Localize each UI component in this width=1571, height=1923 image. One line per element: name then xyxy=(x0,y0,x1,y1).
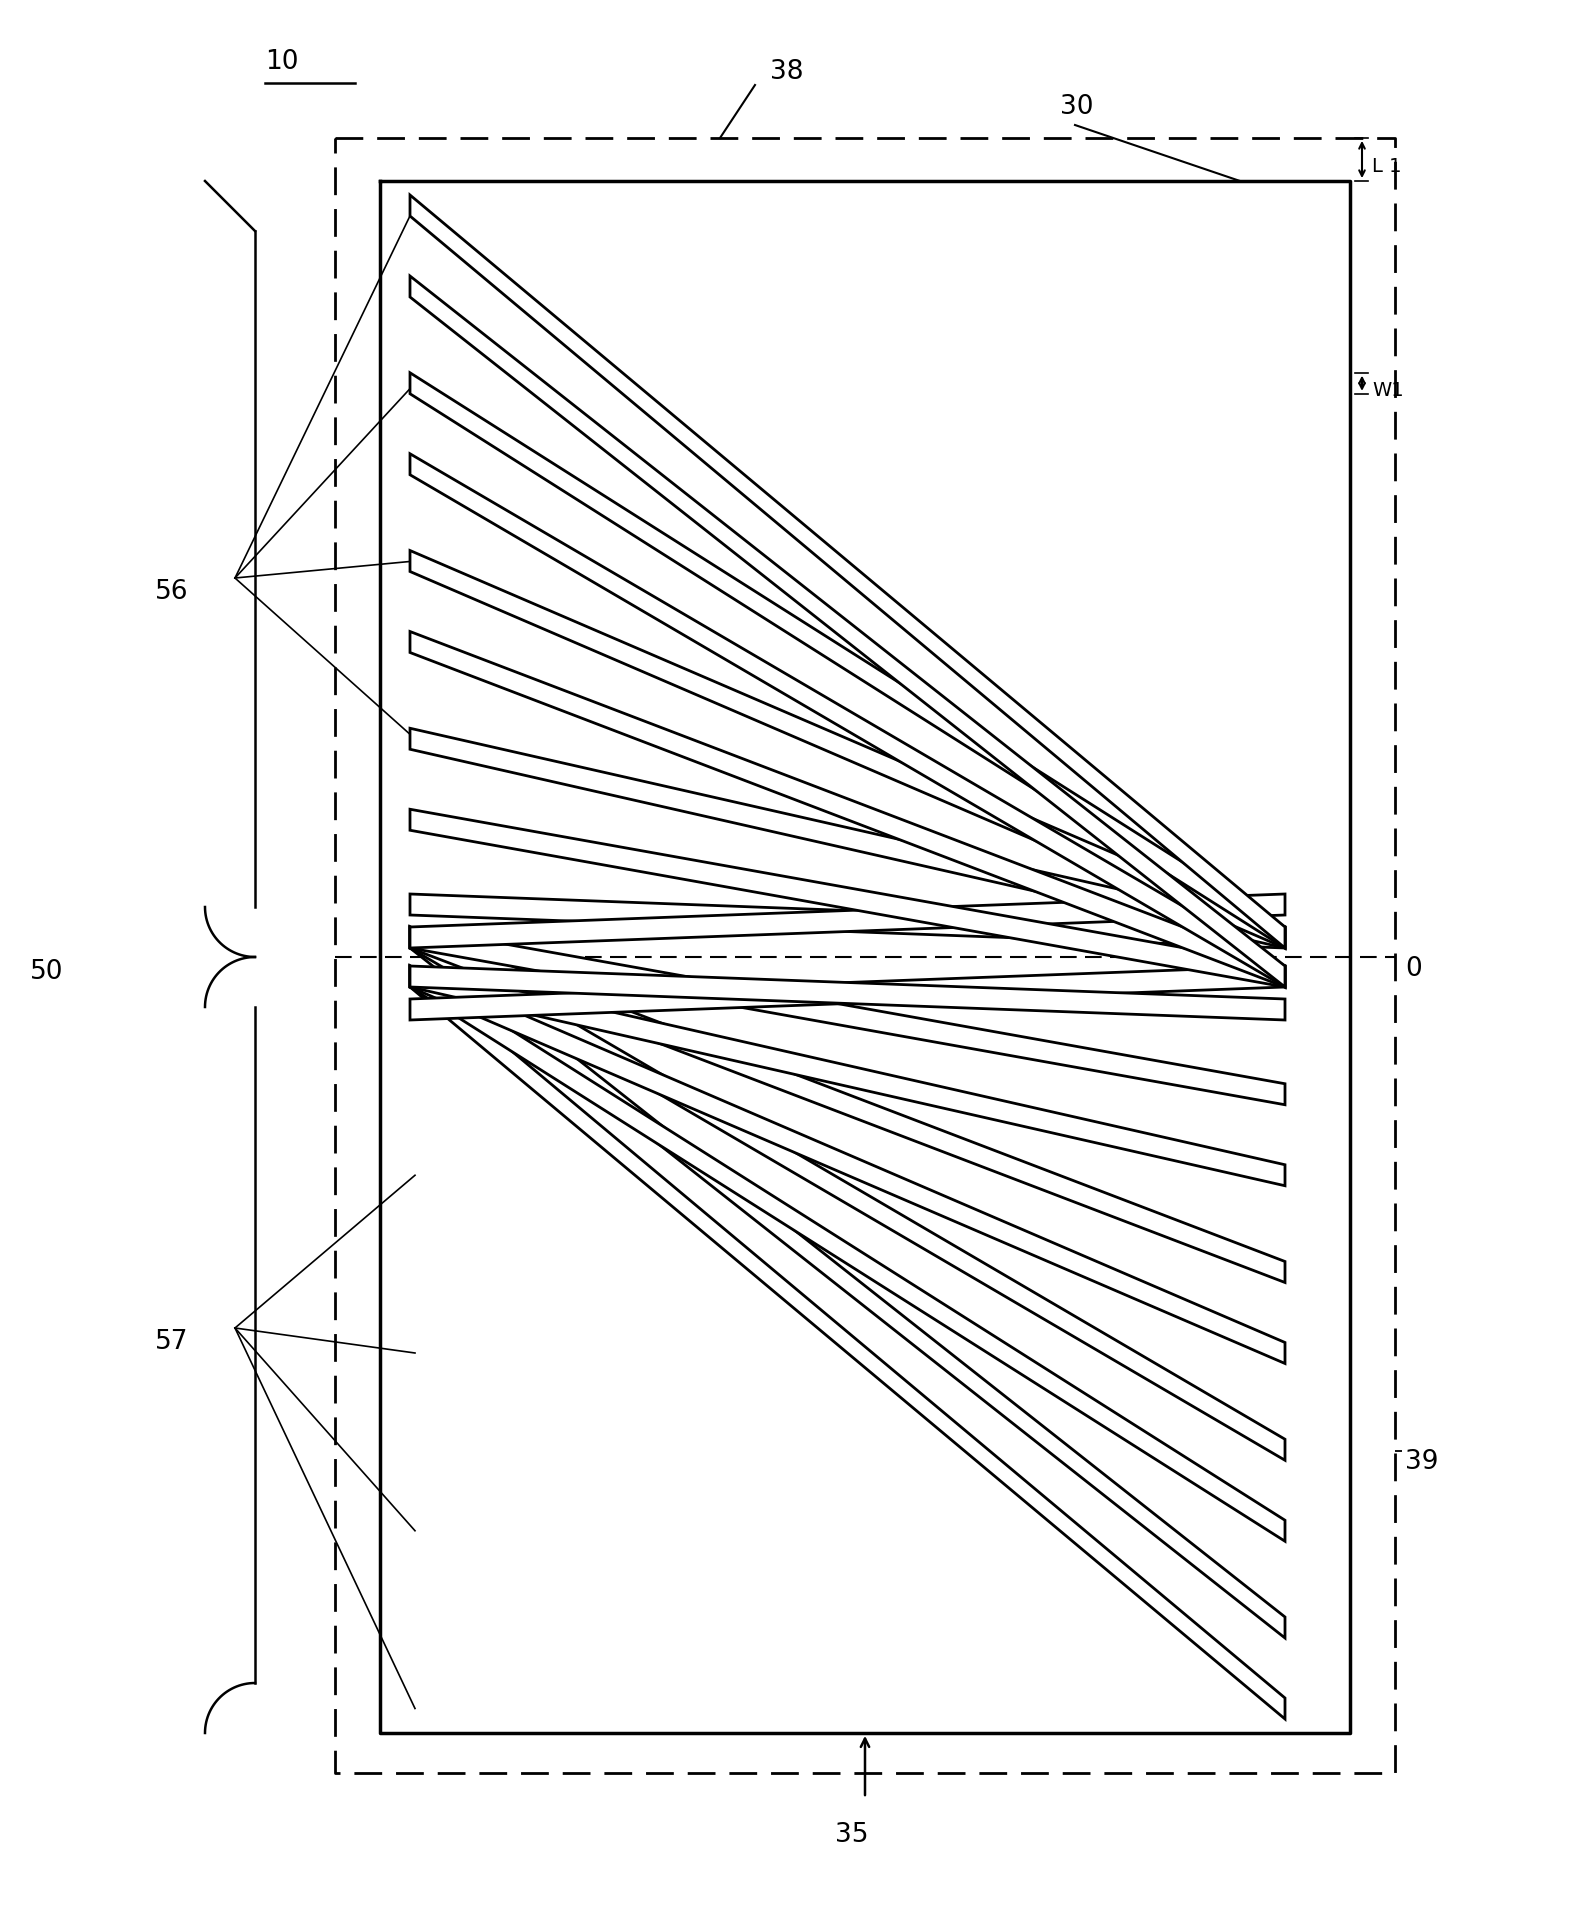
Polygon shape xyxy=(410,552,1285,948)
Polygon shape xyxy=(410,373,1285,948)
Polygon shape xyxy=(410,894,1285,948)
Text: 35: 35 xyxy=(836,1821,869,1846)
Text: 30: 30 xyxy=(1060,94,1093,119)
Polygon shape xyxy=(410,454,1285,988)
Text: 57: 57 xyxy=(156,1329,189,1354)
Polygon shape xyxy=(410,810,1285,988)
Text: W1: W1 xyxy=(1371,381,1403,400)
Polygon shape xyxy=(410,927,1285,1283)
Polygon shape xyxy=(410,967,1285,1542)
Polygon shape xyxy=(410,967,1285,1021)
Text: 38: 38 xyxy=(770,60,803,85)
Polygon shape xyxy=(410,277,1285,988)
Polygon shape xyxy=(410,729,1285,948)
Polygon shape xyxy=(410,633,1285,988)
Polygon shape xyxy=(410,894,1285,948)
Polygon shape xyxy=(410,967,1285,1363)
Text: 56: 56 xyxy=(156,579,189,604)
Polygon shape xyxy=(410,196,1285,948)
Polygon shape xyxy=(410,967,1285,1719)
Text: 10: 10 xyxy=(265,48,298,75)
Text: 0: 0 xyxy=(1404,956,1422,981)
Polygon shape xyxy=(410,927,1285,1106)
Text: 39: 39 xyxy=(1404,1448,1439,1475)
Polygon shape xyxy=(410,927,1285,1460)
Text: L 1: L 1 xyxy=(1371,158,1401,177)
Text: 50: 50 xyxy=(30,958,63,985)
Polygon shape xyxy=(410,967,1285,1186)
Polygon shape xyxy=(410,967,1285,1021)
Polygon shape xyxy=(410,927,1285,1638)
